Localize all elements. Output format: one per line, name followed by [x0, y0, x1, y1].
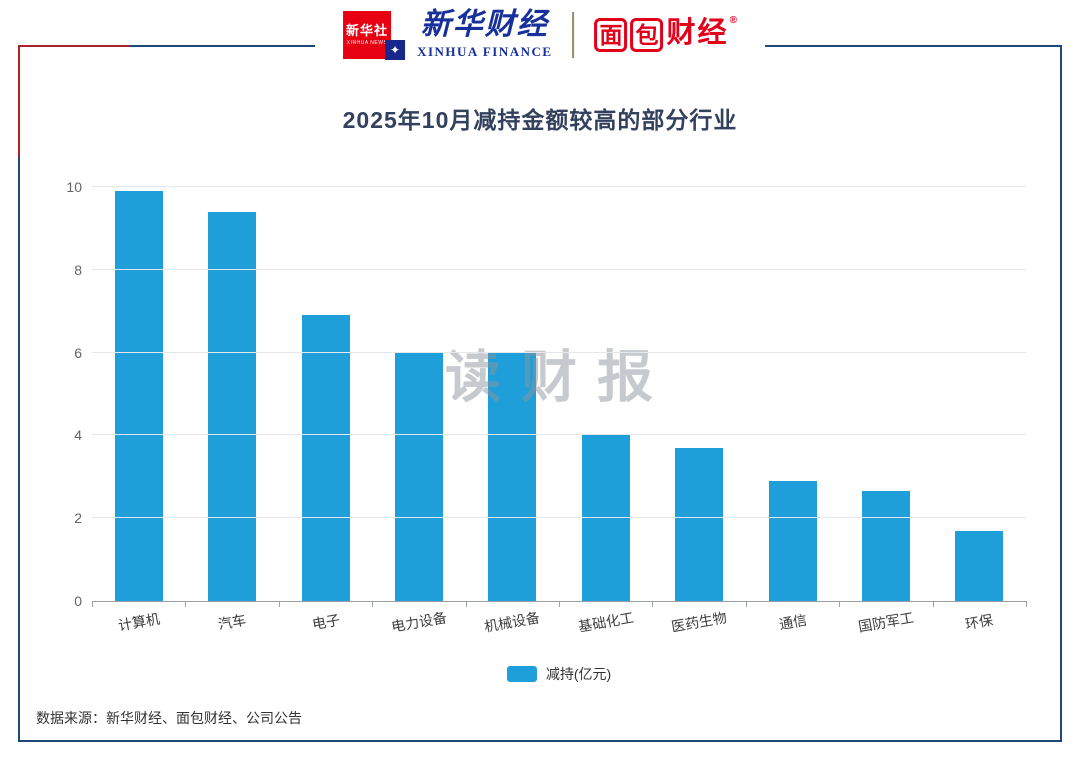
header-logos: 新华社 XINHUA NEWS ✦ 新华财经 XINHUA FINANCE 面 … [315, 4, 765, 66]
x-axis-label: 电力设备 [389, 609, 448, 635]
gridline [92, 351, 1026, 353]
x-axis-label: 基础化工 [576, 609, 635, 635]
bar-slot [92, 187, 185, 601]
legend-swatch [506, 666, 537, 682]
bar-基础化工[interactable] [581, 435, 630, 601]
chart-title: 2025年10月减持金额较高的部分行业 [342, 107, 738, 133]
x-tick [1026, 601, 1027, 607]
x-slot: 国防军工 [839, 609, 932, 634]
gridline [92, 268, 1026, 270]
y-tick-label: 10 [66, 179, 82, 195]
gridline [92, 186, 1026, 187]
bar-slot [559, 187, 652, 601]
x-slot: 电力设备 [372, 609, 465, 634]
bar-汽车[interactable] [208, 211, 257, 601]
x-axis-label: 环保 [964, 611, 995, 633]
xinhua-news-logo-en: XINHUA NEWS [346, 40, 388, 46]
x-tick [185, 601, 187, 607]
x-slot: 汽车 [185, 611, 278, 633]
y-tick-label: 8 [74, 261, 82, 278]
x-axis-label: 医药生物 [670, 609, 729, 635]
y-tick-label: 0 [74, 593, 82, 609]
chart-frame: 2025年10月减持金额较高的部分行业 0 2 4 6 8 10 读财报 计算机 汽车 电子 电… [18, 45, 1062, 742]
frame-corner-accent-vertical [18, 45, 20, 157]
gridline [92, 517, 1026, 519]
x-tick [92, 601, 93, 607]
bar-slot [652, 187, 745, 601]
bar-slot [839, 187, 932, 601]
x-slot: 通信 [746, 611, 839, 633]
plot-area: 读财报 [92, 186, 1027, 607]
y-tick-label: 2 [74, 510, 82, 527]
x-axis-label: 机械设备 [483, 609, 542, 635]
bar-环保[interactable] [955, 530, 1004, 601]
x-slot: 环保 [933, 611, 1026, 633]
x-slot: 电子 [279, 611, 372, 633]
bar-计算机[interactable] [114, 191, 163, 601]
x-axis-label: 电子 [310, 611, 341, 633]
x-tick [932, 601, 934, 607]
xinhua-finance-logo-en: XINHUA FINANCE [417, 44, 553, 59]
x-slot: 机械设备 [466, 609, 559, 634]
mianbao-logo-rest: 财经 [666, 16, 729, 49]
gridline [92, 434, 1026, 436]
bar-电力设备[interactable] [394, 352, 443, 601]
y-tick-label: 6 [74, 344, 82, 361]
header-divider [572, 12, 575, 58]
x-slot: 计算机 [92, 610, 185, 633]
bar-slot [372, 187, 465, 601]
xinhua-news-logo: 新华社 XINHUA NEWS [343, 11, 392, 59]
x-tick [652, 601, 654, 607]
mianbao-logo-char2: 包 [630, 17, 664, 53]
bar-机械设备[interactable] [488, 352, 537, 601]
bar-slot [466, 187, 559, 601]
bar-slot [933, 187, 1026, 601]
legend-label: 减持(亿元) [545, 666, 612, 682]
bar-医药生物[interactable] [675, 447, 724, 601]
x-tick [278, 601, 280, 607]
data-source-note: 数据来源：新华财经、面包财经、公司公告 [36, 710, 302, 726]
frame-corner-accent-horizontal [18, 45, 130, 47]
x-tick [372, 601, 374, 607]
chart-area: 0 2 4 6 8 10 读财报 计算机 汽车 电子 电力设备 机械设备 基础化工 医药生物 通信 国防军… [48, 179, 1027, 684]
bars-row [92, 187, 1026, 601]
bar-通信[interactable] [768, 480, 817, 601]
bar-slot [185, 187, 278, 601]
x-tick [839, 601, 841, 607]
bar-slot [279, 187, 372, 601]
x-axis-label: 通信 [777, 611, 808, 633]
x-tick [465, 601, 467, 607]
legend-item[interactable]: 减持(亿元) [92, 664, 1026, 684]
xinhua-finance-logo: 新华财经 XINHUA FINANCE [417, 10, 552, 60]
globe-icon: ✦ [385, 40, 406, 60]
x-labels-row: 计算机 汽车 电子 电力设备 机械设备 基础化工 医药生物 通信 国防军工 环保 [92, 609, 1026, 634]
y-tick-label: 4 [74, 427, 82, 444]
bar-国防军工[interactable] [861, 491, 910, 601]
x-slot: 基础化工 [559, 609, 652, 634]
x-slot: 医药生物 [652, 609, 745, 634]
x-axis-label: 汽车 [216, 611, 248, 633]
mianbao-finance-logo: 面 包 财经 ® [594, 14, 737, 53]
mianbao-logo-char1: 面 [594, 17, 628, 53]
x-tick [559, 601, 560, 607]
bar-slot [746, 187, 839, 601]
xinhua-news-logo-cn: 新华社 [346, 23, 389, 38]
x-axis-label: 计算机 [116, 610, 161, 634]
x-tick [745, 601, 747, 607]
xinhua-finance-logo-cn: 新华财经 [420, 8, 549, 41]
bar-电子[interactable] [301, 315, 350, 601]
registered-mark: ® [729, 14, 737, 26]
y-axis: 0 2 4 6 8 10 [48, 179, 92, 609]
x-axis-label: 国防军工 [856, 609, 915, 635]
